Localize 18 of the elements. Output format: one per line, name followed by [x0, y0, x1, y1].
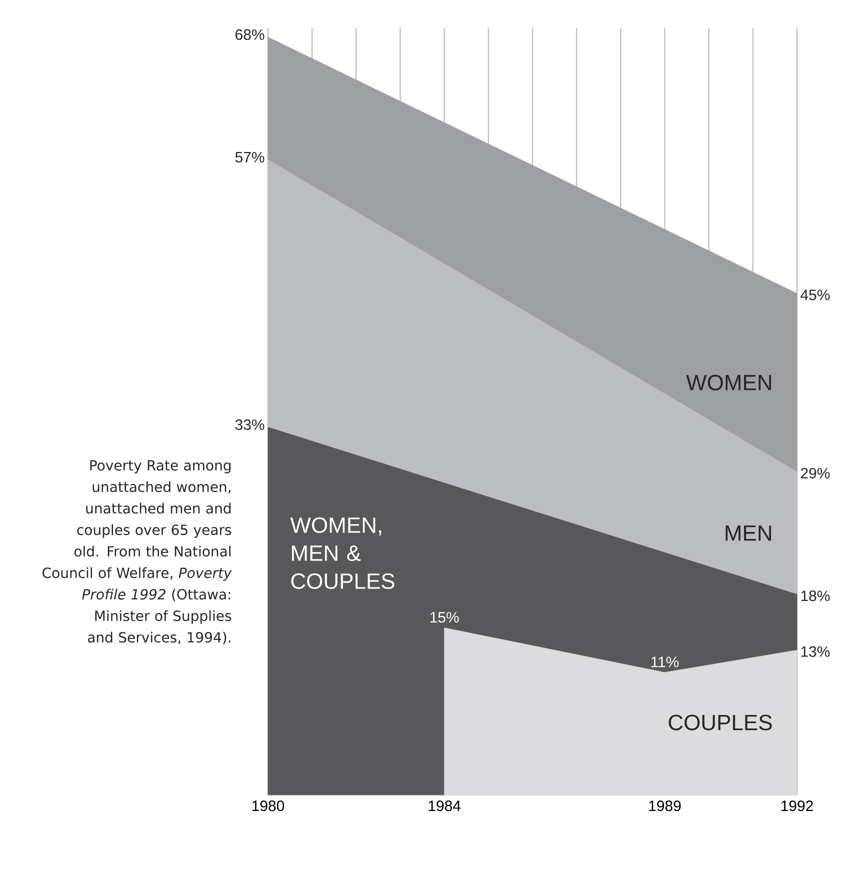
data-label: 15%: [430, 612, 459, 623]
data-label: 18%: [801, 590, 830, 602]
x-tick-label: 1984: [428, 800, 461, 812]
x-tick-label: 1980: [252, 800, 284, 812]
series-label: WOMEN: [686, 374, 772, 390]
series-label: WOMEN, MEN & COUPLES: [290, 517, 394, 589]
x-tick-label: 1992: [781, 800, 813, 812]
x-tick-label: 1989: [649, 800, 681, 812]
text: Poverty Rate among unattached women, unattached men and couples over 65 years old. From the National Council of Welfare, Poverty Profile 1992 (Ottawa: Minister of Supplies and Services, 1994).: [42, 460, 232, 644]
series-label: COUPLES: [668, 714, 772, 730]
series-label: MEN: [726, 526, 772, 541]
data-label: 68%: [236, 29, 264, 40]
data-label: 57%: [235, 152, 264, 162]
data-label: 45%: [800, 290, 830, 300]
data-label: 33%: [235, 419, 264, 430]
data-label: 11%: [651, 656, 679, 668]
data-label: 13%: [801, 646, 830, 657]
data-label: 29%: [800, 468, 830, 479]
